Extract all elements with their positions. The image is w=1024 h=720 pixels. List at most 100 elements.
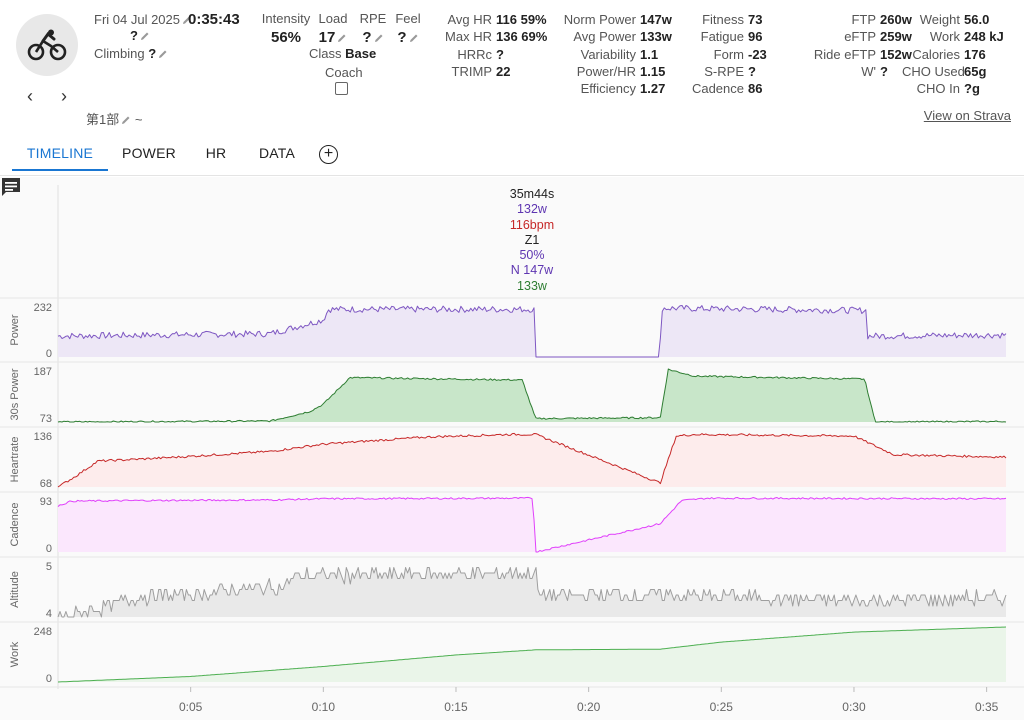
load-stat[interactable]: Load 17 [314, 11, 352, 46]
stat-value: 248 kJ [964, 29, 1004, 45]
stat-value: 1.15 [640, 63, 666, 79]
stat-label: CHO Used [902, 63, 965, 79]
x-tick-label: 0:15 [444, 700, 468, 714]
pencil-icon[interactable] [337, 33, 347, 43]
stat-row: Variability 1.1 [560, 46, 672, 63]
climbing-label: Climbing [94, 46, 145, 61]
rpe-label: RPE [359, 11, 387, 26]
stat-row: Fitness 73 [686, 11, 767, 28]
timeline-chart[interactable]: 232 0 Power 187 73 30s Power 136 68 Heartrate 93 0… [0, 177, 1024, 720]
series-area [58, 567, 1006, 617]
tab-power[interactable]: POWER [122, 145, 176, 161]
series-area [58, 627, 1006, 682]
x-tick-label: 0:25 [710, 700, 734, 714]
series-line [57, 432, 1007, 488]
panel-title: Heartrate [9, 437, 21, 483]
y-tick-label: 68 [40, 478, 52, 490]
activity-title[interactable]: ? [130, 28, 150, 43]
stat-label: Weight [919, 12, 960, 27]
cycling-icon [27, 29, 67, 61]
stat-value: 133w [640, 29, 672, 45]
view-on-strava-link[interactable]: View on Strava [923, 108, 1011, 123]
cursor-avg: 133w [517, 278, 547, 293]
stat-row: S-RPE? [686, 63, 767, 80]
description-text: 第1部 [86, 112, 120, 127]
stat-label: Max HR [445, 29, 492, 45]
climbing-field[interactable]: Climbing ? [94, 46, 168, 61]
rpe-stat[interactable]: RPE ? [356, 11, 390, 46]
pencil-icon[interactable] [158, 49, 168, 59]
activity-date[interactable]: Fri 04 Jul 2025 [94, 12, 192, 27]
stat-label: Variability [580, 46, 636, 62]
activity-description[interactable]: 第1部 ~ [86, 109, 142, 128]
stat-label: Form [713, 46, 744, 62]
stat-label: HRRc [457, 46, 492, 62]
stat-label: Efficiency [580, 81, 636, 97]
pencil-icon[interactable] [121, 115, 131, 125]
intensity-value: 56% [270, 29, 302, 46]
y-tick-label: 5 [46, 561, 52, 573]
stat-value: 56.0 [964, 12, 990, 27]
stat-value: 1.27 [640, 81, 666, 97]
climbing-value: ? [148, 46, 157, 61]
stat-value: 116 59% [496, 12, 547, 27]
y-tick-label: 93 [40, 496, 52, 508]
stat-value: 147w [640, 12, 672, 27]
series-area [58, 433, 1006, 487]
panel-title: 30s Power [9, 368, 21, 420]
y-tick-label: 4 [46, 608, 52, 620]
stat-row: Fatigue 96 [686, 28, 767, 45]
feel-stat[interactable]: Feel ? [392, 11, 424, 46]
series-area [58, 369, 1006, 422]
pencil-icon[interactable] [140, 31, 150, 41]
stat-value: 86 [748, 81, 763, 97]
cursor-pct: 50% [519, 248, 545, 263]
pencil-icon[interactable] [409, 33, 419, 43]
coach-checkbox[interactable] [335, 82, 348, 95]
feel-value: ? [397, 29, 407, 46]
tab-timeline[interactable]: TIMELINE [12, 140, 108, 171]
comment-icon[interactable] [0, 177, 22, 197]
ftp-stats-column: FTP 260w eFTP 259w Ride eFTP 152w W'? [782, 11, 912, 80]
stat-row: HRRc? [436, 46, 547, 63]
stat-value: 65g [964, 63, 987, 79]
series-area [58, 497, 1006, 552]
stat-row: Norm Power 147w [560, 11, 672, 28]
stat-row: Avg Power 133w [560, 28, 672, 45]
y-tick-label: 0 [46, 543, 52, 555]
power-stats-column: Norm Power 147w Avg Power 133w Variability 1.… [560, 11, 672, 97]
timeline-chart-svg[interactable]: 232 0 Power 187 73 30s Power 136 68 Heartrate 93 0… [0, 177, 1024, 720]
x-tick-label: 0:30 [842, 700, 866, 714]
series-area [58, 305, 1006, 357]
previous-activity-button[interactable]: ‹ [27, 86, 33, 106]
panel-title: Work [9, 641, 21, 667]
x-tick-label: 0:05 [179, 700, 203, 714]
intensity-label: Intensity [261, 11, 311, 26]
tab-hr[interactable]: HR [205, 145, 227, 161]
cursor-power: 132w [517, 202, 547, 217]
stat-row: Power/HR 1.15 [560, 63, 672, 80]
stat-row: Avg HR 116 59% [436, 11, 547, 28]
pencil-icon[interactable] [182, 15, 192, 25]
plus-circle-icon[interactable]: + [319, 145, 338, 164]
series-line [57, 368, 1007, 423]
stat-row: FTP 260w [782, 11, 911, 28]
cursor-hr: 116bpm [509, 217, 555, 232]
next-activity-button[interactable]: › [61, 86, 67, 106]
stat-label: W' [861, 63, 876, 79]
cursor-readout: 35m44s 132w 116bpm Z1 50% N 147w 133w [480, 187, 584, 294]
description-suffix: ~ [134, 112, 143, 127]
stat-label: Calories [912, 46, 960, 62]
activity-date-text: Fri 04 Jul 2025 [94, 12, 180, 27]
x-tick-label: 0:35 [975, 700, 999, 714]
stat-value: 1.1 [640, 46, 659, 62]
y-tick-label: 0 [46, 673, 52, 685]
stat-row: Calories 176 [902, 46, 1004, 63]
tab-data[interactable]: DATA [258, 145, 296, 161]
stat-value: 96 [748, 29, 763, 45]
stat-value: ? [496, 46, 504, 62]
pencil-icon[interactable] [374, 33, 384, 43]
stat-row: CHO In ?g [902, 80, 1004, 97]
feel-label: Feel [395, 11, 421, 26]
stat-row: eFTP 259w [782, 28, 912, 45]
